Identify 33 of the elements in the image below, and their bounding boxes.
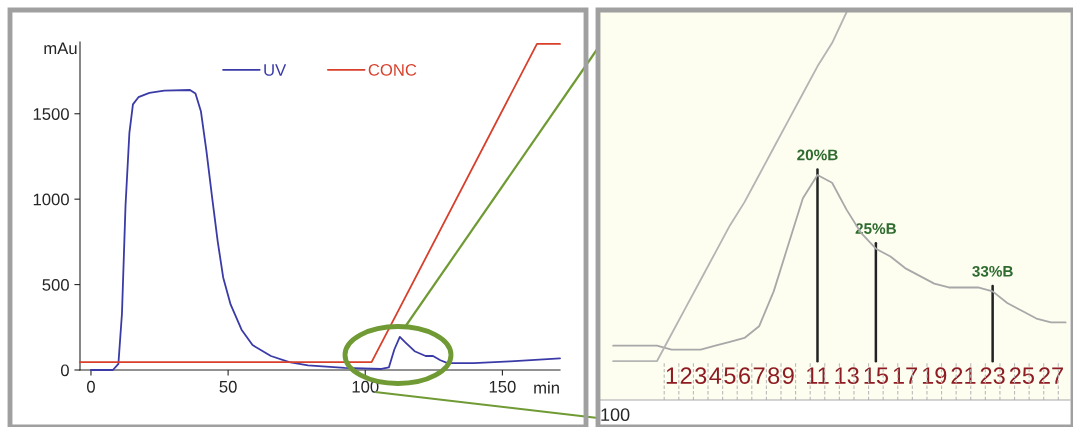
x-tick-label: 11 [807,367,829,384]
x-tick-label: 0 [86,380,95,393]
x-tick-label: 2 [680,367,692,384]
x-tick-label: 25 [1009,367,1034,385]
text: 100 [601,408,630,422]
x-tick-label: 17 [893,367,918,384]
y-tick-label: 500 [42,278,69,291]
x-tick-label: 6 [739,367,751,385]
legend-label: UV [264,64,287,76]
x-tick-label: 150 [489,380,516,393]
x-tick-label: 19 [922,367,947,385]
annotation: 25%B [855,223,896,235]
x-tick-label: 23 [980,367,1005,385]
x-tick-label: 9 [782,367,794,385]
legend-label: CONC [368,64,417,76]
y-tick-label: 1500 [33,108,69,120]
x-tick-label: 3 [695,367,707,385]
x-tick-label: 21 [951,367,976,384]
x-tick-label: 5 [724,367,736,385]
x-tick-label: 7 [753,367,765,384]
annotation: 20%B [797,149,838,161]
y-axis-title: mAu [44,42,77,55]
line-series [90,89,561,371]
x-tick-label: 4 [709,367,722,384]
annotation: 33%B [972,265,1013,277]
y-tick-label: 1000 [33,193,69,206]
x-axis-title: min [534,381,559,394]
x-tick-label: 15 [864,367,889,385]
x-tick-label: 27 [1039,367,1063,384]
x-tick-label: 8 [768,367,780,385]
x-tick-label: 1 [666,367,677,384]
x-tick-label: 13 [835,367,859,385]
x-tick-label: 50 [219,380,237,393]
